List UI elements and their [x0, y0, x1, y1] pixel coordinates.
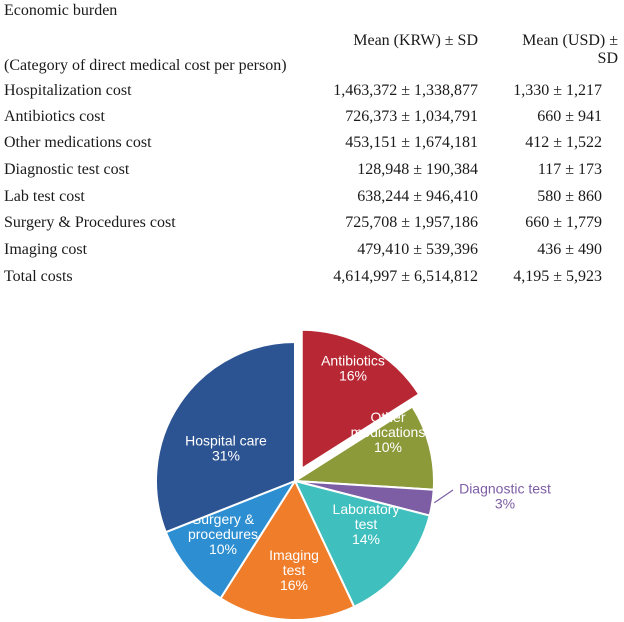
table-row: Antibiotics cost 726,373 ± 1,034,791 660…	[0, 108, 624, 134]
pie-chart: Antibiotics 16% Other medications 10% Diagnos…	[155, 328, 551, 621]
row-label: Surgery & Procedures cost	[4, 214, 176, 231]
row-value-usd: 580 ± 860	[537, 188, 602, 205]
pie-slice-label: Diagnostic test 3%	[459, 481, 551, 512]
row-value-usd: 660 ± 1,779	[525, 214, 602, 231]
row-value-usd: 436 ± 490	[537, 241, 602, 258]
pie-slice-label: Other medications 10%	[351, 409, 426, 455]
leader-line	[433, 489, 454, 504]
table-row-total: Total costs 4,614,997 ± 6,514,812 4,195 …	[0, 268, 624, 294]
pie-slice	[164, 478, 298, 600]
table-row: Diagnostic test cost 128,948 ± 190,384 1…	[0, 161, 624, 187]
pie-slice	[291, 405, 435, 491]
pie-slice	[155, 340, 296, 534]
row-value-krw: 1,463,372 ± 1,338,877	[333, 82, 478, 99]
pie-slice	[219, 478, 356, 621]
row-label: Diagnostic test cost	[4, 161, 130, 178]
column-header-krw: Mean (KRW) ± SD	[353, 32, 478, 49]
column-header-usd: Mean (USD) ± SD	[522, 32, 618, 67]
table-row: Surgery & Procedures cost 725,708 ± 1,95…	[0, 214, 624, 240]
pie-slice-label: Imaging test 16%	[269, 547, 319, 593]
row-value-krw: 4,614,997 ± 6,514,812	[333, 268, 478, 285]
row-label: Hospitalization cost	[4, 82, 132, 99]
pie-slice-label: Antibiotics 16%	[321, 353, 385, 384]
pie-slice	[293, 479, 431, 609]
row-label: Total costs	[4, 268, 73, 285]
row-value-usd: 4,195 ± 5,923	[513, 268, 602, 285]
row-value-krw: 726,373 ± 1,034,791	[345, 108, 478, 125]
row-value-krw: 128,948 ± 190,384	[357, 161, 478, 178]
table-row: Hospitalization cost 1,463,372 ± 1,338,8…	[0, 82, 624, 108]
row-value-usd: 1,330 ± 1,217	[513, 82, 602, 99]
row-value-usd: 117 ± 173	[537, 161, 602, 178]
pie-slice-label: Hospital care 31%	[185, 433, 267, 464]
row-value-usd: 660 ± 941	[537, 108, 602, 125]
table-heading: Economic burden	[4, 2, 118, 19]
table-row: Lab test cost 638,244 ± 946,410 580 ± 86…	[0, 188, 624, 214]
table-row: Other medications cost 453,151 ± 1,674,1…	[0, 134, 624, 160]
row-value-krw: 479,410 ± 539,396	[357, 241, 478, 258]
pie-slice-label: Laboratory test 14%	[333, 501, 400, 547]
table-row: Imaging cost 479,410 ± 539,396 436 ± 490	[0, 241, 624, 267]
row-label: Other medications cost	[4, 134, 152, 151]
row-value-krw: 725,708 ± 1,957,186	[345, 214, 478, 231]
row-label: Imaging cost	[4, 241, 88, 258]
row-label: Lab test cost	[4, 188, 85, 205]
row-value-krw: 638,244 ± 946,410	[357, 188, 478, 205]
pie-slice	[300, 328, 421, 471]
row-label: Antibiotics cost	[4, 108, 105, 125]
row-value-krw: 453,151 ± 1,674,181	[345, 134, 478, 151]
row-value-usd: 412 ± 1,522	[525, 134, 602, 151]
category-caption: (Category of direct medical cost per per…	[4, 57, 287, 74]
